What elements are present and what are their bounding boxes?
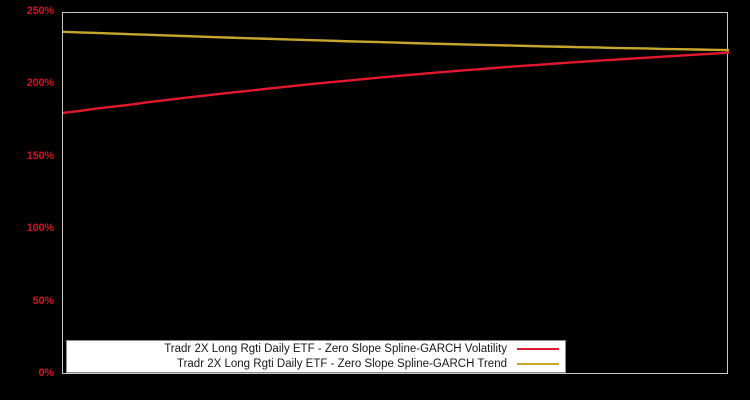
y-axis-label-150: 150% <box>26 150 55 162</box>
series-line-trend <box>63 30 729 52</box>
legend-item-volatility: Tradr 2X Long Rgti Daily ETF - Zero Slop… <box>67 342 561 357</box>
legend-item-trend: Tradr 2X Long Rgti Daily ETF - Zero Slop… <box>67 357 561 372</box>
y-axis-label-0: 0% <box>38 367 55 379</box>
series-line-volatility <box>63 51 729 115</box>
y-axis-label-50: 50% <box>32 295 55 307</box>
y-axis-label-200: 200% <box>26 77 55 89</box>
legend-swatch-trend <box>517 363 559 365</box>
legend-label-trend: Tradr 2X Long Rgti Daily ETF - Zero Slop… <box>176 357 507 370</box>
chart-series-canvas <box>63 30 729 115</box>
y-axis-label-100: 100% <box>26 222 55 234</box>
chart-legend: Tradr 2X Long Rgti Daily ETF - Zero Slop… <box>66 340 566 373</box>
legend-label-volatility: Tradr 2X Long Rgti Daily ETF - Zero Slop… <box>164 342 507 355</box>
legend-swatch-volatility <box>517 348 559 350</box>
y-axis-label-250: 250% <box>26 5 55 17</box>
plot-area <box>62 12 729 374</box>
